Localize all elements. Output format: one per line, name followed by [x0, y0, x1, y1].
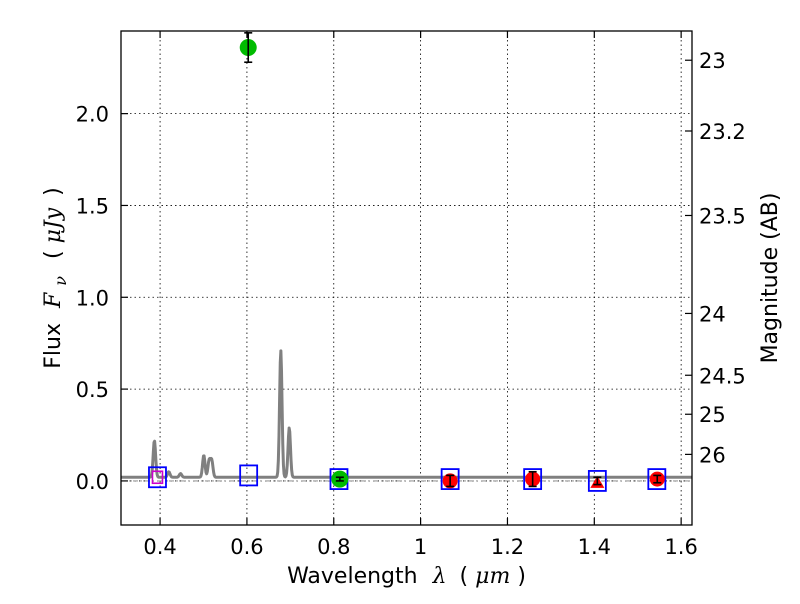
magnitude-tick-label: 23.2 — [699, 120, 746, 144]
magnitude-tick-label: 23.5 — [699, 204, 746, 228]
model-photometry-box — [587, 470, 607, 492]
observed-purple-marker — [151, 470, 164, 485]
y-axis-label-text: Flux — [41, 323, 66, 369]
x-tick-label: 0.8 — [317, 535, 350, 559]
magnitude-tick-label: 23 — [699, 49, 726, 73]
x-tick-label: 1 — [414, 535, 427, 559]
y-axis-close-paren: ) — [41, 187, 66, 196]
x-axis-label-text: Wavelength — [287, 564, 418, 589]
magnitude-tick-label: 24.5 — [699, 364, 746, 388]
model-photometry-box — [148, 466, 167, 489]
x-axis-symbol: λ — [432, 564, 447, 589]
x-axis-open-paren: ( — [460, 564, 469, 589]
y-tick-label: 0.5 — [76, 378, 109, 402]
x-axis-units: μm — [475, 564, 510, 589]
x-tick-label: 1.2 — [491, 535, 524, 559]
x-axis-label: Wavelength λ ( μm ) — [287, 564, 526, 589]
spectrum-layer — [120, 349, 693, 482]
plot-frame — [120, 30, 693, 526]
tick-layer: 0.4 0.6 0.8 1 1.2 1.4 1.6 0.0 0.5 1.0 1.5 2.0 23 23.2… — [76, 31, 746, 559]
y-axis-units: μJy — [41, 207, 66, 243]
x-tick-label: 1.4 — [578, 535, 611, 559]
x-tick-label: 1.6 — [664, 535, 697, 559]
model-photometry-box — [239, 464, 259, 487]
y-axis-label: Flux F ν ( μJy ) — [41, 187, 72, 368]
magnitude-tick-label: 26 — [699, 443, 726, 467]
model-photometry-box — [523, 468, 543, 490]
y-tick-label: 0.0 — [76, 470, 109, 494]
y-tick-label: 2.0 — [76, 103, 109, 127]
y-tick-label: 1.0 — [76, 286, 109, 310]
y-axis-subscript: ν — [51, 276, 70, 286]
model-spectrum-line — [120, 349, 693, 479]
magnitude-tick-label: 25 — [699, 403, 726, 427]
y-axis-open-paren: ( — [41, 250, 66, 259]
magnitude-tick-label: 24 — [699, 302, 726, 326]
model-photometry-box — [647, 468, 667, 490]
y-tick-label: 1.5 — [76, 194, 109, 218]
x-tick-label: 0.6 — [230, 535, 263, 559]
x-axis-close-paren: ) — [517, 564, 526, 589]
y2-axis-label: Magnitude (AB) — [758, 193, 783, 364]
model-photometry-box — [440, 468, 460, 490]
grid-layer — [121, 31, 692, 525]
marker-layer — [148, 32, 667, 492]
y-axis-symbol: F — [41, 292, 66, 309]
x-tick-label: 0.4 — [143, 535, 176, 559]
